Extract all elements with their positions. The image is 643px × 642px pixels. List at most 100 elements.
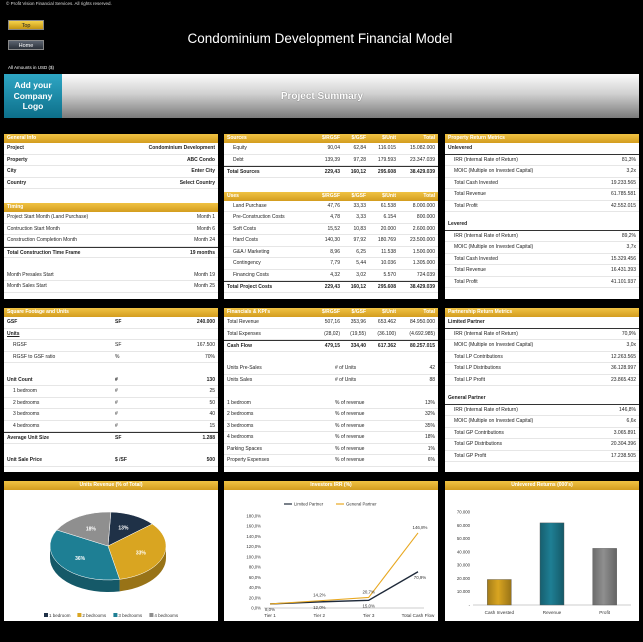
- units-label-row: Units: [4, 329, 218, 340]
- logo-line-2: Company Logo: [13, 90, 53, 112]
- uses-1-row: Pre-Construction Costs 4,78 3,33 6.154 800.0…: [224, 212, 438, 224]
- uses-5-row: Contingency 7,79 5,44 10.036 1.305.000: [224, 258, 438, 270]
- avg-unit-size-label: Average Unit Size: [7, 435, 50, 441]
- square-footage-heading: Square Footage and Units: [4, 308, 218, 317]
- sources-header-col-0: Sources: [227, 135, 247, 141]
- line-label-0-1: 12,0%: [313, 605, 326, 610]
- bedroom-0-unit: #: [115, 388, 118, 394]
- revenue-share-2-label: 3 bedrooms: [227, 422, 254, 429]
- bar-chart: 70.000 60.000 50.000 40.000 30.000 20.000 10.0…: [457, 510, 631, 615]
- unit-count-value: 130: [206, 376, 215, 383]
- bedroom-3-unit: #: [115, 422, 118, 429]
- bedroom-0-label: 1 bedroom: [13, 388, 37, 394]
- avg-unit-size-row: Average Unit Size SF 1.288: [4, 432, 218, 444]
- levered-0-row: IRR (Internal Rate of Return) 89,2%: [445, 231, 639, 242]
- gsf-row: GSF SF 240.000: [4, 317, 218, 329]
- bedroom-3-value: 15: [209, 422, 215, 429]
- gp-0-value: 146,8%: [619, 406, 636, 413]
- levered-0-value: 89,2%: [621, 232, 636, 239]
- bar-ytick-1: 60.000: [457, 523, 471, 528]
- revenue-share-4-row: Parking Spaces % of revenue 1%: [224, 444, 438, 455]
- avg-unit-size-value: 1.288: [202, 435, 215, 441]
- uses-total-label: Total Project Costs: [227, 284, 273, 290]
- revenue-share-2-unit: % of revenue: [335, 422, 365, 429]
- revenue-share-3-value: 18%: [424, 434, 435, 440]
- timing-2-value: Month 24: [194, 237, 215, 243]
- top-button[interactable]: Top: [8, 20, 44, 30]
- financials-1-row: Total Expenses (28,02) (19,55) (36.100) (4.6…: [224, 329, 438, 340]
- sources-header-col-2: $/GSF: [351, 135, 366, 141]
- financials-header-col-2: $/GSF: [351, 309, 366, 315]
- uses-0-val-0: 47,76: [327, 202, 340, 209]
- unit-count-label: Unit Count: [7, 376, 33, 383]
- uses-header-col-2: $/GSF: [351, 192, 366, 199]
- lp-2-label: Total LP Contributions: [454, 353, 503, 360]
- financials-0-val-1: 353,96: [350, 319, 366, 325]
- bar-ytick-4: 30.000: [457, 563, 471, 568]
- sources-1-val-3: 23.347.039: [409, 156, 435, 163]
- bedroom-1-value: 50: [209, 399, 215, 406]
- units-sales-unit: # of Units: [335, 376, 357, 383]
- revenue-share-1-row: 2 bedrooms % of revenue 32%: [224, 409, 438, 421]
- general-info-heading: General Info: [4, 134, 218, 143]
- unlevered-3-row: Total Revenue 61.785.581: [445, 189, 639, 201]
- pie-legend-1: 2 bedrooms: [82, 613, 107, 618]
- uses-total-val-2: 295.608: [377, 284, 396, 290]
- financials-1-label: Total Expenses: [227, 330, 261, 337]
- uses-total-val-0: 229,43: [324, 284, 340, 290]
- uses-header-col-3: $/Unit: [382, 192, 396, 199]
- general-info-0-value: Condominium Development: [148, 145, 215, 151]
- levered-label: Levered: [448, 221, 468, 227]
- levered-1-value: 3,7x: [626, 244, 636, 250]
- levered-4-label: Total Profit: [454, 278, 478, 285]
- uses-3-val-3: 23.500.000: [409, 237, 435, 243]
- financials-1-val-1: (19,55): [350, 330, 366, 337]
- bar-ytick-3: 40.000: [457, 549, 471, 554]
- bar-ytick-5: 20.000: [457, 576, 471, 581]
- uses-6-val-0: 4,32: [330, 271, 340, 278]
- uses-5-label: Contingency: [233, 260, 261, 266]
- square-footage-panel: Square Footage and Units GSF SF 240.000 Uni…: [4, 308, 218, 472]
- general-info-3-value: Select Country: [179, 179, 215, 186]
- company-logo-placeholder[interactable]: Add your Company Logo: [4, 74, 62, 118]
- lp-4-label: Total LP Profit: [454, 376, 486, 383]
- units-presales-label: Units Pre-Sales: [227, 365, 262, 371]
- lp-0-row: IRR (Internal Rate of Return) 70,9%: [445, 329, 639, 340]
- pie-label-3: 18%: [86, 526, 97, 532]
- uses-header-col-1: $/RGSF: [321, 192, 340, 199]
- sources-0-val-3: 15.082.000: [409, 145, 435, 151]
- sources-total-row: Total Sources 229,43 160,12 295.608 38.429.0…: [224, 166, 438, 178]
- line-chart-title: Investors IRR (%): [224, 481, 438, 490]
- unlevered-label: Unlevered: [448, 145, 473, 151]
- uses-3-val-1: 97,92: [353, 237, 366, 243]
- revenue-share-5-label: Property Expenses: [227, 457, 270, 463]
- property-returns-heading: Property Return Metrics: [445, 134, 639, 143]
- financials-0-val-0: 507,16: [324, 319, 340, 325]
- unit-sale-price-label: Unit Sale Price: [7, 457, 43, 463]
- uses-6-val-2: 5.570: [383, 271, 396, 278]
- sources-1-label: Debt: [233, 156, 244, 163]
- lp-2-value: 12.263.565: [610, 353, 636, 360]
- sources-0-val-1: 62,84: [353, 145, 366, 151]
- rgsf-value: 167.500: [196, 342, 215, 348]
- general-info-2-value: Enter City: [191, 168, 215, 174]
- lp-0-value: 70,9%: [621, 330, 636, 337]
- uses-1-label: Pre-Construction Costs: [233, 214, 285, 220]
- levered-2-row: Total Cash Invested 15.329.456: [445, 254, 639, 265]
- line-legend-0: Limited Partner: [294, 502, 324, 507]
- cash-flow-row: Cash Flow 479,15 334,40 617.362 80.257.015: [224, 340, 438, 352]
- home-button[interactable]: Home: [8, 40, 44, 50]
- units-presales-value: 42: [429, 365, 435, 371]
- revenue-share-5-row: Property Expenses % of revenue 6%: [224, 455, 438, 467]
- uses-0-val-3: 8.000.000: [412, 202, 435, 209]
- line-label-0-2: 15,0%: [362, 603, 375, 608]
- sources-header-col-4: Total: [423, 135, 435, 141]
- gp-3-label: Total GP Distributions: [454, 441, 502, 447]
- uses-total-row: Total Project Costs 229,43 160,12 295.608 38…: [224, 281, 438, 293]
- cash-flow-val-3: 80.257.015: [409, 343, 435, 349]
- timing-3-row: Total Construction Time Frame 19 months: [4, 246, 218, 258]
- uses-6-val-1: 3,02: [356, 271, 366, 278]
- sources-total-label: Total Sources: [227, 169, 260, 175]
- timing-2-label: Construction Completion Month: [7, 237, 78, 243]
